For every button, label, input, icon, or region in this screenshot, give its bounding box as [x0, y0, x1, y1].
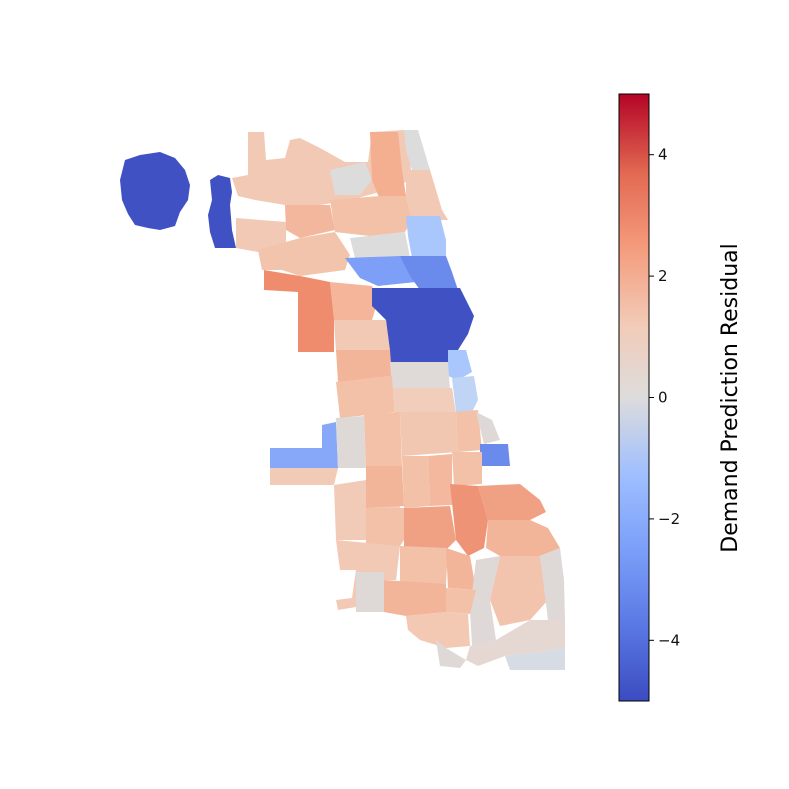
colorbar-tick-label: 0: [658, 389, 668, 407]
region-bridgeport: [392, 388, 456, 414]
region-hermosa: [330, 282, 378, 320]
region-ohare-strip: [208, 175, 236, 248]
region-uptown: [406, 216, 446, 258]
region-chicago-lawn: [366, 508, 404, 548]
region-hyde-park: [478, 484, 546, 520]
region-kenwood: [480, 444, 510, 466]
region-ohare: [120, 152, 190, 230]
region-austin: [334, 320, 390, 352]
region-douglas: [452, 376, 478, 412]
region-hegewisch: [505, 648, 565, 670]
colorbar-gradient: [618, 93, 650, 702]
region-far-south-edge: [436, 640, 466, 668]
region-lakeview: [345, 256, 416, 286]
region-loop: [372, 288, 474, 362]
region-auburn-gresham: [400, 546, 448, 584]
colorbar-label: Demand Prediction Residual: [718, 243, 743, 552]
region-clearing: [270, 468, 338, 485]
region-new-city: [402, 456, 430, 508]
colorbar: 4 2 0 −2 −4 Demand Prediction Residual: [618, 93, 743, 702]
region-riverdale: [466, 620, 565, 666]
region-englewood: [404, 506, 456, 548]
region-rogers-park: [404, 130, 430, 170]
region-chatham: [446, 548, 476, 590]
region-east-side: [540, 548, 565, 620]
region-northwest-a: [285, 205, 335, 238]
region-belmont-cragin: [264, 270, 334, 352]
region-south-lawndale: [336, 376, 394, 418]
colorbar-ticks: 4 2 0 −2 −4: [649, 146, 680, 649]
map-regions: [120, 130, 565, 670]
region-garfield-ridge: [270, 422, 338, 468]
region-mount-greenwood: [356, 572, 384, 612]
colorbar-tick-label: 4: [658, 146, 668, 164]
region-mckinley: [400, 412, 458, 456]
region-south-chicago: [490, 556, 548, 626]
region-archer-heights: [336, 416, 366, 468]
region-greater-grand: [450, 484, 488, 556]
region-fuller-park: [428, 454, 452, 506]
region-oakland: [476, 412, 500, 444]
region-south-shore: [486, 520, 560, 556]
region-gage-park: [366, 466, 404, 508]
region-lincoln-park: [400, 256, 458, 290]
region-washington-park: [452, 452, 482, 486]
region-avalon-park: [470, 556, 500, 646]
region-near-south: [448, 350, 472, 380]
region-brighton-park: [364, 412, 402, 468]
region-lincoln-square: [350, 232, 410, 262]
region-armour-square: [456, 410, 482, 452]
region-lower-west: [390, 362, 450, 390]
colorbar-tick-label: −2: [658, 510, 680, 528]
region-roseland: [446, 588, 476, 614]
region-north-lawndale: [336, 350, 392, 382]
region-northwest-b: [330, 196, 412, 236]
region-edgewater: [370, 132, 406, 200]
region-morgan-park: [406, 612, 470, 648]
region-beverly: [384, 580, 446, 616]
colorbar-tick-label: 2: [658, 267, 668, 285]
region-uptown-north: [406, 170, 448, 220]
region-portage-park: [258, 232, 350, 276]
colorbar-tick-label: −4: [658, 631, 680, 649]
region-norwood: [330, 162, 372, 195]
region-irving-park: [236, 218, 286, 252]
